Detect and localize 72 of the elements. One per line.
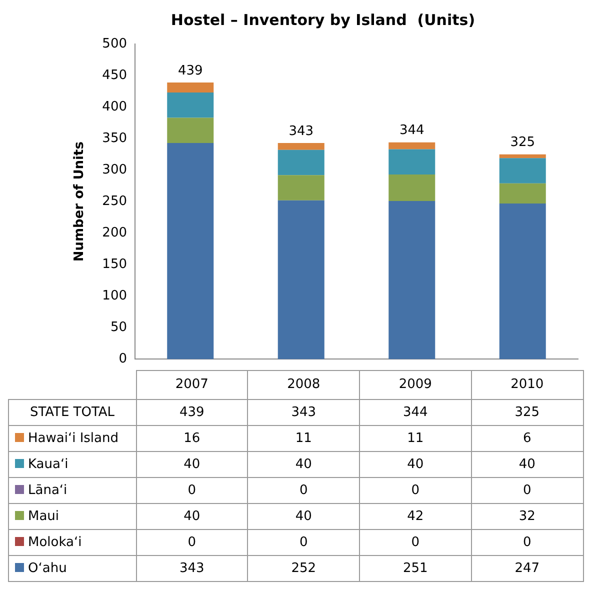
bar [167,118,214,143]
y-tick-label: 350 [102,130,127,146]
bar [499,154,546,158]
y-tick-label: 450 [102,68,127,83]
y-tick-label: 100 [102,288,127,304]
data-label: 0 [248,529,360,555]
data-label: 0 [360,529,472,555]
data-label: 40 [248,451,360,477]
y-tick-label: 250 [102,194,127,209]
legend-label: Maui [28,508,60,524]
legend-label: Lāna‘i [28,482,68,498]
data-label: 40 [360,451,472,477]
data-label: 16 [136,425,248,451]
chart-title: Hostel – Inventory by Island (Units) [170,10,476,29]
legend-label: Kaua‘i [28,456,68,472]
text: 343 [291,404,316,420]
legend-label: Hawai‘i Island [28,430,119,446]
data-label: 0 [248,477,360,503]
x-tick-label: 2008 [248,370,360,399]
text: 439 [179,404,204,420]
total-label: 439 [178,63,203,78]
bar [278,175,324,200]
data-label: 40 [248,503,360,529]
text: 344 [402,404,428,420]
data-label: 247 [471,555,583,581]
bar [388,142,436,150]
y-tick-label: 300 [102,162,127,178]
bar [499,158,546,184]
y-tick-label: 400 [102,99,127,114]
bar [499,183,546,204]
total-label: 344 [399,123,424,138]
bar [388,200,436,360]
legend-label: Moloka‘i [28,534,82,550]
data-label: 0 [136,477,248,503]
x-tick-label: 2007 [136,370,248,399]
data-label: 0 [471,529,583,555]
y-tick-label: 150 [102,257,127,272]
bar [388,174,436,201]
bar [167,82,214,93]
data-label: 0 [136,529,248,555]
x-tick-label: 2009 [360,370,472,399]
total-label: 343 [288,124,314,139]
data-label: 32 [471,503,583,529]
data-label: 252 [248,555,360,581]
data-label: 343 [136,555,248,581]
x-tick-label: 2010 [471,370,583,399]
data-label: 0 [360,477,472,503]
y-axis-title: Number of Units [72,141,88,262]
bar [278,200,324,360]
bar [499,203,546,360]
y-tick-label: 200 [102,225,127,240]
bar [278,142,324,150]
y-tick-label: 500 [102,36,127,52]
data-label: 11 [248,425,360,451]
bar [167,92,214,118]
data-label: 42 [360,503,472,529]
data-label: 0 [471,477,583,503]
y-tick-label: 50 [110,320,127,336]
data-label: 40 [136,451,248,477]
data-label: 40 [136,503,248,529]
bar [278,150,324,176]
text: 325 [514,404,540,420]
bar [388,149,436,174]
data-label: 40 [471,451,583,477]
total-label: 325 [510,135,536,150]
data-label: 251 [360,555,472,581]
data-label: 6 [471,425,583,451]
bar [167,142,214,360]
legend-label: O‘ahu [28,560,67,576]
data-label: 11 [360,425,472,451]
text: STATE TOTAL [8,399,136,425]
y-tick-label: 0 [118,352,127,367]
